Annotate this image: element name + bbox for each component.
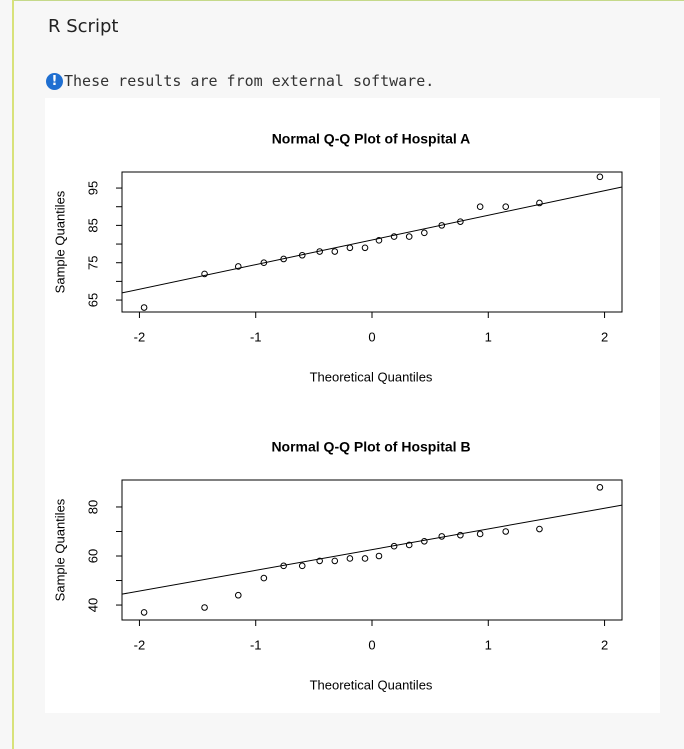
y-axis-label: Sample Quantiles <box>52 498 67 601</box>
point <box>280 562 287 570</box>
point <box>536 525 543 533</box>
y-tick-label: 60 <box>85 549 100 563</box>
point <box>421 229 428 237</box>
x-tick-label: 0 <box>368 637 375 652</box>
point <box>201 270 208 278</box>
y-tick-label: 75 <box>85 255 100 269</box>
point <box>331 248 339 255</box>
point <box>234 591 242 599</box>
notice-text: These results are from external software… <box>64 72 435 90</box>
notice: ! These results are from external softwar… <box>46 72 434 90</box>
y-axis-label: Sample Quantiles <box>52 190 67 293</box>
point <box>375 552 383 560</box>
section-title: R Script <box>48 16 119 37</box>
point <box>502 203 510 211</box>
point <box>421 537 428 545</box>
border <box>12 0 14 749</box>
x-axis-label: Theoretical Quantiles <box>310 677 433 692</box>
x-tick-label: -1 <box>250 637 262 652</box>
r-output: Normal Q-Q Plot of Hospital A -2 -1 0 1 2 65 75… <box>45 98 660 713</box>
x-tick-label: 1 <box>485 329 492 344</box>
point <box>280 255 287 263</box>
y-tick-label: 95 <box>85 181 100 195</box>
point <box>298 251 306 259</box>
point <box>346 555 354 562</box>
point <box>316 557 323 565</box>
point <box>502 528 510 535</box>
point <box>476 203 484 211</box>
point <box>596 484 604 491</box>
point <box>457 531 464 539</box>
point <box>405 233 413 240</box>
x-tick-label: -2 <box>134 637 146 652</box>
point <box>390 542 398 550</box>
point <box>140 609 148 616</box>
point <box>596 173 604 181</box>
plot-frame <box>121 171 623 313</box>
point <box>438 533 446 540</box>
x-tick-label: -1 <box>250 329 262 344</box>
info-icon: ! <box>46 72 63 90</box>
reference-line <box>121 504 623 595</box>
x-tick-label: 2 <box>601 329 608 344</box>
point <box>140 304 148 311</box>
point <box>476 530 484 538</box>
point <box>438 222 446 229</box>
y-tick-label: 80 <box>85 500 100 514</box>
point <box>298 562 306 570</box>
point <box>457 218 464 225</box>
point <box>201 604 208 611</box>
point <box>536 199 543 207</box>
x-axis-label: Theoretical Quantiles <box>310 369 433 384</box>
point <box>361 555 369 562</box>
x-tick-label: 2 <box>601 637 608 652</box>
point <box>234 263 242 270</box>
y-tick-label: 40 <box>85 598 100 612</box>
point <box>260 259 268 267</box>
point <box>316 248 323 255</box>
point <box>375 237 383 244</box>
chart-title: Normal Q-Q Plot of Hospital A <box>272 131 471 147</box>
y-tick-label: 65 <box>85 293 100 307</box>
point <box>260 574 268 582</box>
x-tick-label: -2 <box>134 329 146 344</box>
y-tick-label: 85 <box>85 218 100 232</box>
point <box>361 244 369 252</box>
x-tick-label: 1 <box>485 637 492 652</box>
point <box>405 541 413 549</box>
x-tick-label: 0 <box>368 329 375 344</box>
point <box>331 557 339 565</box>
reference-line <box>121 186 623 294</box>
chart-title: Normal Q-Q Plot of Hospital B <box>271 439 470 455</box>
border <box>12 0 684 1</box>
point <box>390 233 398 240</box>
point <box>346 244 354 252</box>
